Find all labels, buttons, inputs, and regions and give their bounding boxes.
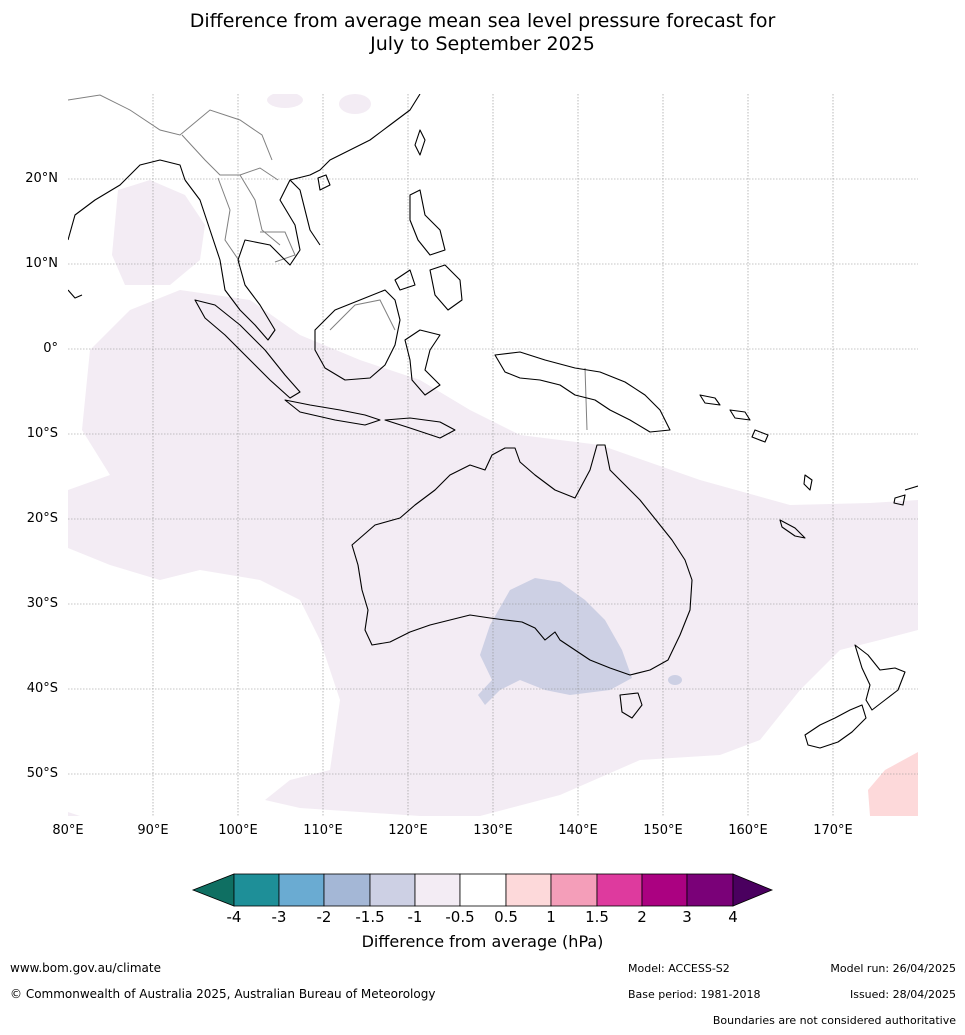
anomaly-region-light-top2 [339,94,371,114]
lon-label: 170°E [813,823,853,838]
colorbar-bin [686,873,734,907]
colorbar-tick: -0.5 [445,908,475,926]
colorbar-tick: 0.5 [494,908,518,926]
colorbar-max-extend [732,873,774,907]
lon-label: 100°E [218,823,258,838]
anomaly-region-light-sw [68,812,80,816]
colorbar-bin [505,873,552,907]
footer-copyright: © Commonwealth of Australia 2025, Austra… [10,987,436,1001]
graticule [68,94,918,816]
lat-label: 20°S [26,511,58,526]
colorbar [191,873,774,907]
colorbar-tick: -2 [316,908,332,926]
colorbar-bin [233,873,280,907]
footer-disclaimer: Boundaries are not considered authoritat… [712,1014,956,1027]
colorbar-bin [414,873,461,907]
colorbar-tick: 2 [637,908,647,926]
lat-label: 20°N [25,171,58,186]
footer-model-run: Model run: 26/04/2025 [830,962,956,975]
lon-label: 160°E [728,823,768,838]
colorbar-bin [641,873,688,907]
footer-base-period: Base period: 1981-2018 [628,988,761,1001]
anomaly-region-light-north [112,180,205,285]
australia-coastline [351,444,693,676]
lat-label: 0° [43,341,58,356]
colorbar-bin [278,873,325,907]
title-line-1: Difference from average mean sea level p… [189,10,776,32]
lon-label: 140°E [558,823,598,838]
anomaly-region-medium-small [668,675,682,685]
lat-label: 40°S [26,681,58,696]
lon-label: 130°E [473,823,513,838]
coastlines [68,94,918,749]
lon-label: 90°E [137,823,169,838]
anomaly-region-light-top [267,94,303,108]
colorbar-tick: 1.5 [585,908,609,926]
colorbar-bin [459,873,507,907]
footer-issued: Issued: 28/04/2025 [849,988,956,1001]
colorbar-tick: 4 [728,908,738,926]
footer-model: Model: ACCESS-S2 [628,962,730,975]
tasmania-coastline [619,692,643,719]
lon-label: 150°E [643,823,683,838]
anomaly-region-medium [478,578,632,705]
colorbar-tick: 1 [546,908,556,926]
colorbar-tick: -1.5 [355,908,385,926]
country-borders [68,94,588,431]
colorbar-bin [596,873,643,907]
nz-south-island [804,704,867,749]
chart-title: Difference from average mean sea level p… [0,10,965,56]
lon-label: 80°E [52,823,84,838]
lat-label: 10°S [26,426,58,441]
colorbar-bin [550,873,598,907]
lon-label: 110°E [303,823,343,838]
lat-label: 50°S [26,766,58,781]
colorbar-bin [369,873,416,907]
footer-url: www.bom.gov.au/climate [10,961,161,975]
lon-label: 120°E [388,823,428,838]
colorbar-tick: -1 [407,908,423,926]
anomaly-region-positive [868,752,918,816]
nz-north-island [854,644,906,711]
colorbar-tick: -4 [226,908,242,926]
colorbar-min-extend [191,873,235,907]
lat-label: 30°S [26,596,58,611]
colorbar-tick: 3 [682,908,692,926]
colorbar-tick: -3 [271,908,287,926]
colorbar-bin [323,873,371,907]
colorbar-label: Difference from average (hPa) [361,932,604,951]
title-line-2: July to September 2025 [370,33,595,55]
lat-label: 10°N [25,256,58,271]
